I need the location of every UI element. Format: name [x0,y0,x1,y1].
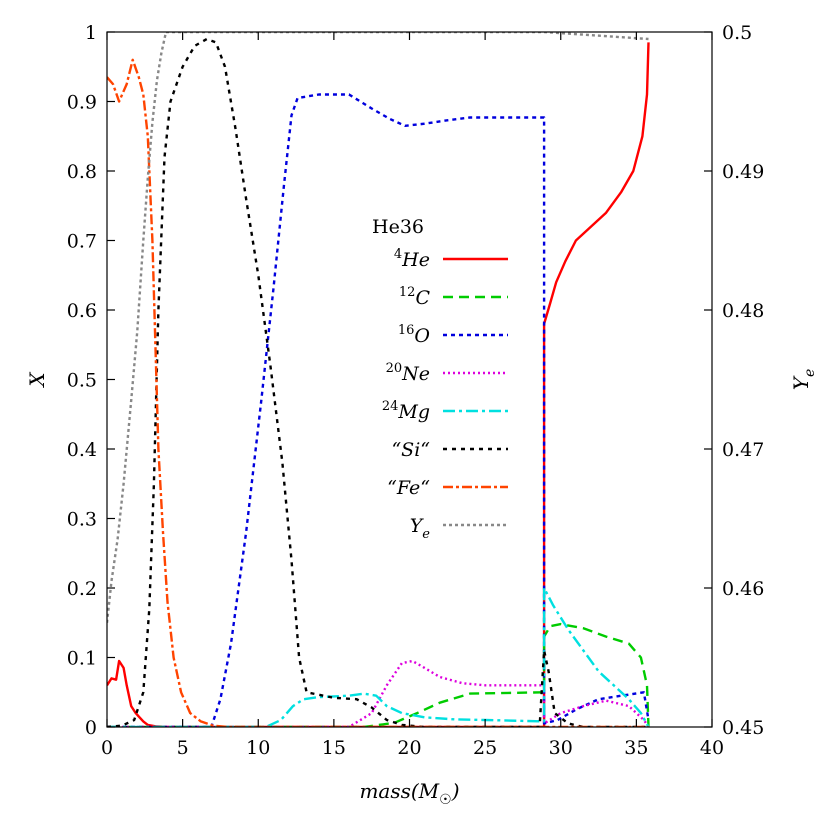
x-tick-label: 25 [473,737,497,759]
y-left-tick-label: 0.9 [67,92,97,114]
series-line-1 [107,622,650,727]
y-right-tick-label: 0.45 [722,717,764,739]
y-left-tick-label: 0.6 [67,300,97,322]
x-tick-label: 30 [549,737,573,759]
y-right-tick-label: 0.46 [722,578,764,600]
x-tick-label: 35 [624,737,648,759]
legend-item: “Fe“ [387,477,508,499]
x-tick-label: 15 [322,737,346,759]
x-tick-label: 5 [177,737,189,759]
legend-label: 20Ne [386,361,430,385]
legend-label: 16O [398,323,431,347]
y-left-tick-label: 0.4 [67,439,97,461]
legend-item: “Si“ [391,439,508,461]
y-right-tick-label: 0.47 [722,439,764,461]
legend-title: He36 [372,216,424,238]
legend-label: 24Mg [382,399,430,423]
series-line-0 [107,42,650,727]
y-left-tick-label: 0.5 [67,370,97,392]
y-left-tick-label: 0.2 [67,578,97,600]
ticks-layer: 0 5 10 15 20 25 30 35 40 0 0.1 0.2 0.3 0.4 0.5 0.6 0.7 0.… [67,22,765,759]
x-axis-title: mass(M☉) [359,779,459,808]
series-line-5 [107,37,649,727]
y-left-tick-label: 0.7 [67,231,97,253]
y-left-tick-label: 0 [85,717,97,739]
legend-label: 12C [399,285,431,309]
series-line-7 [107,32,649,623]
legend-item: 12C [399,285,508,309]
legend-item: 24Mg [382,399,508,423]
x-tick-label: 40 [700,737,724,759]
y-right-tick-label: 0.48 [722,300,764,322]
y-left-tick-label: 0.8 [67,161,97,183]
y-left-tick-label: 1 [85,22,97,44]
x-tick-label: 10 [246,737,270,759]
y-left-axis-title: X [25,372,49,389]
series-layer [107,32,650,727]
legend-label: “Fe“ [387,477,430,499]
legend-item: 16O [398,323,508,347]
legend-label: “Si“ [391,439,430,461]
legend-label: Ye [410,515,431,542]
y-left-tick-label: 0.3 [67,509,97,531]
x-tick-label: 0 [101,737,113,759]
legend-item: 20Ne [386,361,508,385]
legend-label: 4He [394,247,430,271]
y-right-tick-label: 0.49 [722,161,764,183]
legend-item: 4He [394,247,508,271]
legend-item: Ye [410,515,508,542]
y-right-tick-label: 0.5 [722,22,752,44]
legend: He36 4He 12C 16O 20Ne 24Mg “Si“ “Fe“ Ye [372,216,508,542]
y-right-axis-title: Ye [789,369,818,391]
series-line-2 [107,93,650,727]
x-tick-label: 20 [397,737,421,759]
series-line-6 [107,58,649,727]
y-left-tick-label: 0.1 [67,648,97,670]
series-line-3 [107,659,650,727]
